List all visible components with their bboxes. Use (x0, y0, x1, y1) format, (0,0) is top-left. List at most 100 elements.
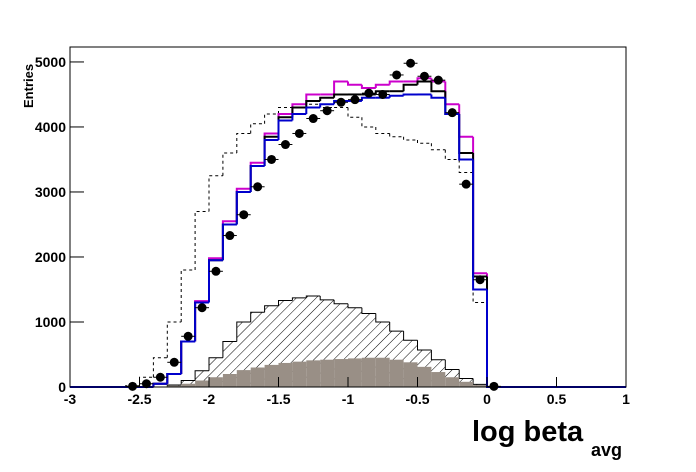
histogram-step (347, 107, 362, 118)
data-point (197, 303, 207, 313)
bar (292, 361, 307, 387)
bar (473, 385, 487, 387)
histogram-step (222, 152, 237, 176)
data-point (350, 95, 360, 105)
bar (348, 358, 362, 387)
histogram-step (277, 119, 293, 140)
histogram-step (361, 117, 376, 128)
histogram-step (236, 132, 251, 153)
y-tick-label: 3000 (35, 184, 66, 200)
histogram-step (264, 113, 279, 124)
x-axis-label-subscript: avg (591, 440, 622, 460)
histogram-step (360, 84, 376, 89)
histogram-step (402, 83, 418, 92)
histogram-step (250, 123, 265, 134)
x-tick-label: 0 (483, 391, 491, 407)
histogram-step (166, 372, 182, 384)
bar (167, 385, 182, 387)
histogram-step (305, 99, 321, 108)
bar (375, 357, 390, 387)
histogram-step (430, 94, 446, 99)
data-point (155, 372, 165, 382)
hatched-bin (319, 295, 335, 301)
bar (209, 377, 223, 387)
hatched-bin (250, 311, 265, 322)
x-tick-label: -2.5 (127, 391, 151, 407)
data-point (378, 89, 388, 99)
hatched-bin (264, 305, 279, 313)
histogram-step (472, 159, 487, 291)
y-tick-label: 1000 (35, 314, 66, 330)
histogram-step (194, 210, 209, 270)
hatched-bin (278, 300, 293, 306)
data-point (169, 357, 179, 367)
histogram-step (319, 103, 335, 108)
hatched-bin (208, 357, 223, 371)
histogram-step (291, 112, 307, 121)
hatched-bin (361, 307, 376, 315)
histogram-step (444, 149, 460, 160)
histogram-step (263, 138, 279, 166)
bar (264, 364, 279, 387)
hatched-bin (403, 331, 418, 341)
hatched-bin (291, 297, 307, 301)
histogram-step (403, 136, 418, 141)
y-tick-label: 2000 (35, 249, 66, 265)
data-point (447, 108, 457, 118)
histogram-step (305, 106, 321, 114)
histogram-step (333, 93, 348, 98)
bar (306, 360, 321, 387)
histogram-step (249, 164, 265, 192)
data-point (128, 381, 138, 391)
data-point (253, 182, 263, 192)
plot-area (70, 58, 626, 391)
y-axis-label: Entries (21, 64, 36, 108)
bar (459, 381, 474, 387)
data-point (364, 88, 374, 98)
bar (417, 366, 432, 387)
x-tick-label: 1 (622, 391, 630, 407)
data-point (267, 154, 277, 164)
histogram-step (278, 106, 293, 114)
histogram-step (388, 80, 404, 85)
bar (250, 367, 265, 387)
x-tick-label: -2 (203, 391, 216, 407)
histogram-step (374, 83, 390, 88)
data-point (461, 179, 471, 189)
bar (431, 372, 446, 387)
hatched-bin (222, 340, 237, 358)
hatched-bin (194, 370, 209, 381)
x-tick-label: -3 (64, 391, 77, 407)
bar (403, 362, 418, 387)
histogram-step (458, 113, 474, 161)
histogram-step (221, 223, 237, 261)
hatched-bin (430, 349, 446, 361)
data-point (239, 210, 249, 220)
hatched-bin (444, 359, 460, 370)
histogram-step (416, 80, 432, 85)
bar (278, 362, 293, 387)
histogram-step (430, 143, 446, 151)
data-point (294, 128, 304, 138)
data-point (475, 275, 485, 285)
x-tick-label: -1 (342, 391, 355, 407)
hatched-bin (305, 295, 321, 298)
histogram-step (347, 81, 362, 86)
data-point (322, 106, 332, 116)
histogram-step (375, 126, 390, 134)
data-point (225, 231, 235, 241)
histogram-step (180, 340, 196, 374)
histogram-step (417, 139, 432, 144)
x-tick-label: -0.5 (405, 391, 429, 407)
hatched-bin (375, 313, 390, 323)
data-point (419, 71, 429, 81)
x-tick-label: 0.5 (547, 391, 567, 407)
histogram-step (458, 159, 474, 173)
histogram-step (388, 94, 404, 98)
data-point (392, 70, 402, 80)
data-point (308, 114, 318, 124)
hatched-bin (236, 321, 251, 342)
bar (361, 357, 376, 387)
